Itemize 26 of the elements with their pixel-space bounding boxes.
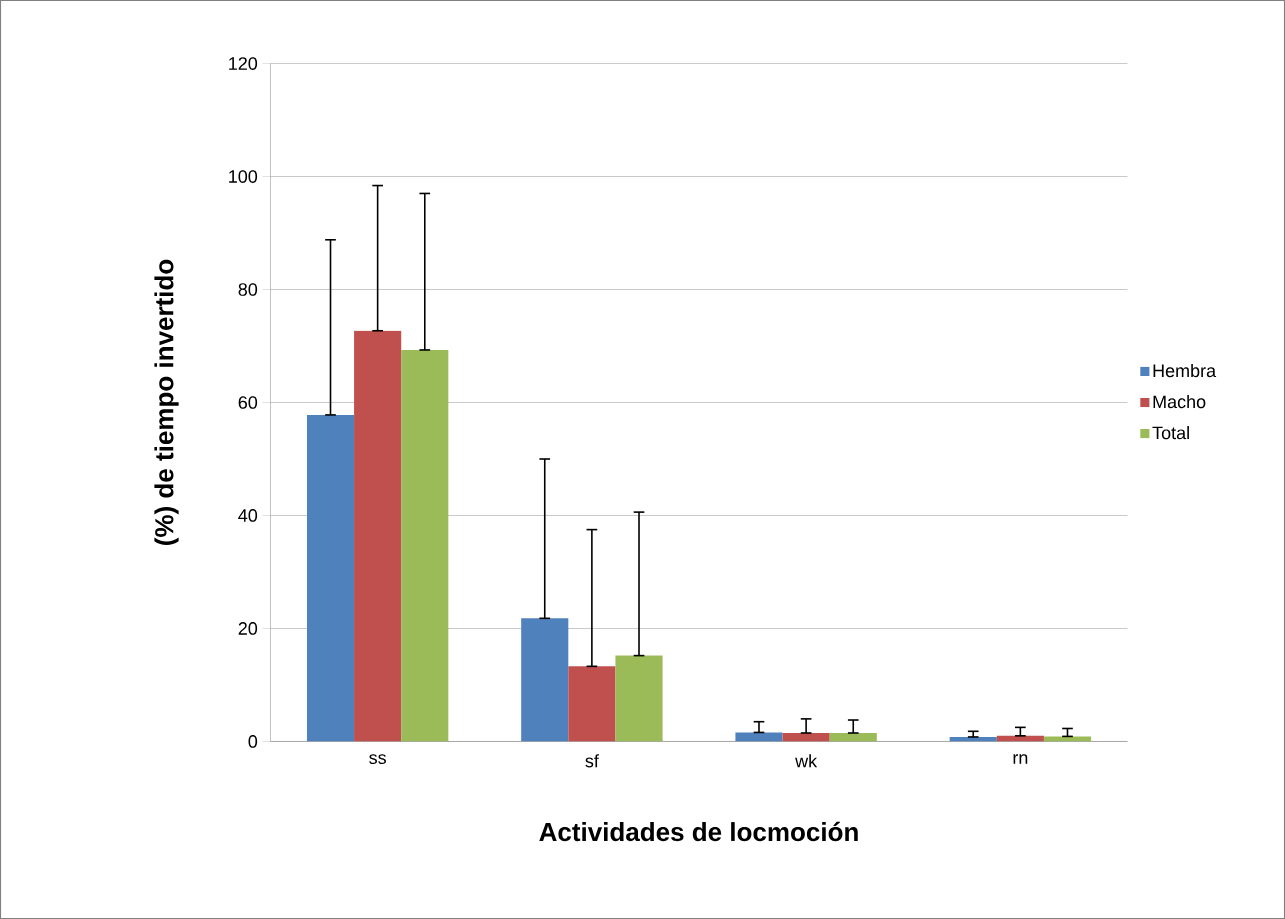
legend-label: Macho: [1153, 394, 1206, 409]
legend-label: Total: [1152, 426, 1189, 440]
bar: [782, 733, 830, 742]
x-tick-label: ss: [369, 754, 386, 765]
bar: [306, 414, 355, 742]
bar: [401, 349, 449, 742]
x-tick-label: rn: [1013, 754, 1028, 764]
x-tick-label: sf: [585, 754, 599, 768]
bar: [568, 666, 616, 742]
y-tick-label: 20: [238, 622, 258, 635]
y-tick-label: 80: [238, 283, 258, 296]
y-axis-title: (%) de tiempo invertido: [154, 259, 179, 545]
bar: [521, 618, 569, 742]
x-axis-title: Actividades de locmoción: [539, 821, 858, 842]
y-tick-label: 100: [229, 170, 258, 183]
bar: [735, 732, 783, 742]
x-tick-label: wk: [795, 754, 818, 768]
bar: [354, 330, 402, 742]
y-tick-label: 60: [238, 396, 258, 409]
bar: [1043, 736, 1092, 742]
bar: [829, 733, 877, 742]
y-tick-label: 0: [248, 735, 258, 748]
y-tick-label: 120: [229, 57, 258, 70]
legend-label: Hembra: [1153, 363, 1217, 378]
bar: [615, 655, 663, 742]
y-tick-label: 40: [238, 509, 258, 522]
